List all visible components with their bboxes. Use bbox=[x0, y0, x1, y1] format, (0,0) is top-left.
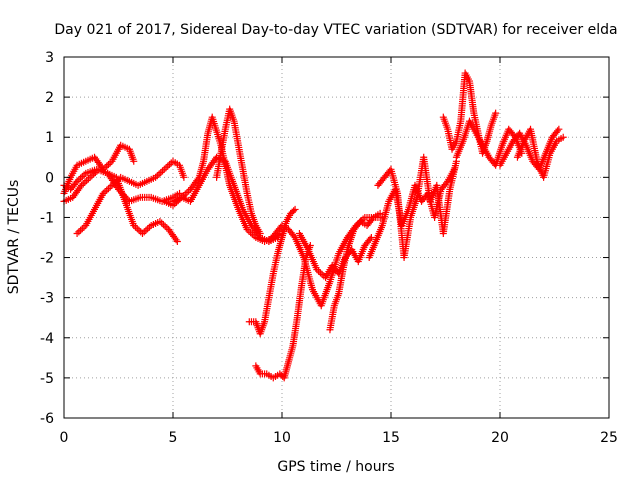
data-point bbox=[172, 236, 180, 244]
data-point bbox=[376, 209, 384, 217]
data-point bbox=[76, 183, 84, 191]
data-point bbox=[124, 196, 132, 204]
y-axis-label: SDTVAR / TECUs bbox=[6, 180, 22, 295]
data-point bbox=[173, 238, 181, 246]
y-tick-label: -1 bbox=[40, 210, 54, 226]
series-arc-7 bbox=[213, 105, 264, 237]
y-tick-label: -6 bbox=[40, 411, 54, 427]
data-point bbox=[367, 234, 375, 241]
series-arc-4 bbox=[73, 157, 188, 237]
data-point bbox=[116, 187, 124, 195]
data-point bbox=[194, 175, 202, 183]
data-point bbox=[122, 194, 130, 202]
data-point bbox=[554, 127, 562, 135]
x-tick-label: 15 bbox=[382, 430, 400, 446]
data-points bbox=[60, 69, 567, 382]
y-tick-label: 0 bbox=[45, 170, 54, 186]
data-point bbox=[115, 185, 122, 193]
y-tick-label: -2 bbox=[40, 251, 54, 267]
y-tick-label: 2 bbox=[45, 90, 54, 106]
x-tick-label: 20 bbox=[491, 430, 509, 446]
data-point bbox=[368, 215, 376, 223]
y-tick-label: 3 bbox=[45, 50, 54, 66]
plot-frame bbox=[63, 56, 610, 419]
series-arc-12 bbox=[326, 209, 384, 334]
data-point bbox=[72, 179, 80, 187]
data-point bbox=[119, 191, 127, 199]
data-point bbox=[492, 109, 500, 117]
x-tick-label: 0 bbox=[60, 430, 69, 446]
data-point bbox=[366, 235, 374, 243]
y-tick-label: -3 bbox=[40, 291, 54, 307]
data-point bbox=[291, 205, 299, 213]
data-point bbox=[290, 207, 298, 215]
x-tick-label: 10 bbox=[273, 430, 291, 446]
series-arc-8 bbox=[245, 205, 299, 338]
data-point bbox=[121, 192, 129, 200]
data-point bbox=[559, 133, 567, 141]
x-tick-label: 25 bbox=[600, 430, 618, 446]
series-arc-14 bbox=[374, 153, 460, 262]
y-tick-label: -4 bbox=[40, 331, 54, 347]
x-tick-label: 5 bbox=[169, 430, 178, 446]
data-point bbox=[290, 232, 298, 240]
y-tick-label: -5 bbox=[40, 371, 54, 387]
data-point bbox=[256, 229, 264, 237]
axis-ticks: 0 5 10 15 20 25 -6 -5 -4 -3 -2 -1 0 1 2 3 bbox=[40, 50, 618, 446]
data-point bbox=[118, 189, 126, 197]
y-tick-label: 1 bbox=[45, 130, 54, 146]
series-arc-11 bbox=[295, 229, 375, 282]
series-arc-18 bbox=[513, 125, 567, 181]
data-point bbox=[130, 157, 138, 165]
x-axis-label: GPS time / hours bbox=[277, 459, 394, 475]
data-point bbox=[555, 125, 563, 133]
chart-title: Day 021 of 2017, Sidereal Day-to-day VTE… bbox=[54, 22, 617, 38]
data-point bbox=[180, 173, 188, 181]
